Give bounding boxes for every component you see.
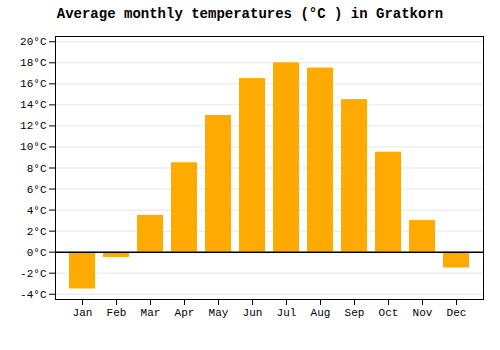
svg-text:Feb: Feb <box>107 307 127 319</box>
svg-text:12°C: 12°C <box>20 120 47 132</box>
svg-text:2°C: 2°C <box>27 226 47 238</box>
svg-text:Aug: Aug <box>311 307 331 319</box>
svg-text:Jan: Jan <box>73 307 93 319</box>
svg-text:0°C: 0°C <box>27 247 47 259</box>
svg-text:Sep: Sep <box>345 307 365 319</box>
svg-text:Nov: Nov <box>413 307 433 319</box>
svg-text:16°C: 16°C <box>20 78 47 90</box>
svg-text:10°C: 10°C <box>20 141 47 153</box>
svg-text:18°C: 18°C <box>20 57 47 69</box>
svg-text:Apr: Apr <box>175 307 195 319</box>
svg-text:Jul: Jul <box>277 307 297 319</box>
html-text:Average monthly temperatures (: Average monthly temperatures (°C ) in Gr… <box>56 6 444 22</box>
svg-text:20°C: 20°C <box>20 36 47 48</box>
svg-text:Dec: Dec <box>447 307 467 319</box>
svg-text:-2°C: -2°C <box>20 268 47 280</box>
svg-text:14°C: 14°C <box>20 99 47 111</box>
svg-text:May: May <box>209 307 229 319</box>
svg-text:Mar: Mar <box>141 307 161 319</box>
svg-text:Oct: Oct <box>379 307 399 319</box>
svg-text:-4°C: -4°C <box>20 289 47 301</box>
svg-text:6°C: 6°C <box>27 184 47 196</box>
svg-text:8°C: 8°C <box>27 163 47 175</box>
svg-text:4°C: 4°C <box>27 205 47 217</box>
svg-text:Jun: Jun <box>243 307 263 319</box>
